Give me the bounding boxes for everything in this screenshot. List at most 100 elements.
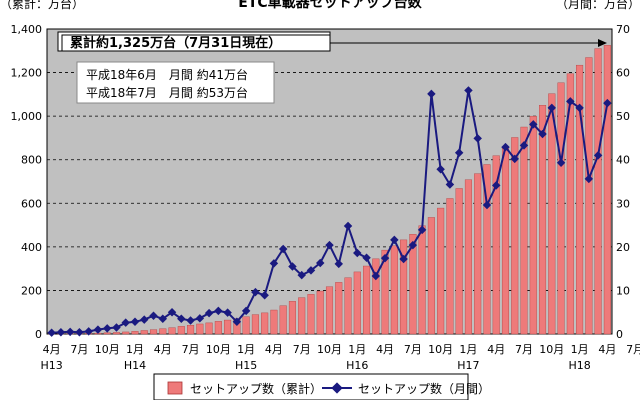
left-axis-unit: （累計：万台）	[0, 0, 84, 11]
point-monthly	[445, 180, 455, 189]
point-monthly	[371, 271, 381, 281]
right-tick-label: 40	[616, 154, 630, 167]
bar-cumulative	[344, 277, 352, 335]
point-monthly	[251, 287, 260, 297]
legend-label-monthly: セットアップ数（月間）	[358, 381, 490, 396]
annotation-arrow	[330, 39, 607, 47]
bar-cumulative	[224, 319, 232, 335]
bar-cumulative	[325, 286, 334, 335]
x-month-label: 4月	[154, 343, 172, 356]
legend-marker-monthly	[331, 382, 343, 394]
right-tick-label: 30	[616, 197, 630, 210]
bar-cumulative	[288, 301, 296, 335]
bar-cumulative	[594, 48, 602, 335]
point-monthly	[75, 328, 84, 337]
point-monthly	[214, 306, 223, 316]
point-monthly	[399, 254, 408, 264]
x-year-label: H16	[346, 359, 368, 372]
point-monthly	[306, 266, 316, 275]
point-monthly	[482, 200, 492, 210]
bar-cumulative	[474, 173, 482, 335]
point-monthly	[84, 327, 93, 336]
left-tick-label: 200	[21, 284, 42, 297]
bar-cumulative	[205, 322, 213, 335]
right-tick-label: 70	[616, 23, 630, 36]
bar-cumulative	[307, 294, 315, 335]
point-monthly	[167, 307, 177, 317]
x-year-label: H15	[235, 359, 257, 372]
bar-cumulative	[131, 331, 139, 335]
point-monthly	[93, 325, 103, 334]
bar-cumulative	[603, 45, 611, 335]
point-monthly	[454, 148, 464, 157]
point-monthly	[473, 134, 482, 143]
bar-cumulative	[418, 225, 426, 335]
bar-cumulative	[409, 234, 417, 335]
right-tick-label: 20	[616, 241, 630, 254]
bar-cumulative	[492, 155, 500, 335]
bar-cumulative	[214, 321, 222, 335]
x-month-label: 4月	[487, 343, 505, 356]
bar-cumulative	[585, 57, 593, 335]
bar-cumulative	[437, 207, 445, 335]
point-monthly	[241, 306, 251, 316]
right-tick-label: 60	[616, 67, 630, 80]
left-tick-label: 0	[35, 328, 42, 341]
legend: セットアップ数（累計） セットアップ数（月間）	[153, 373, 490, 400]
point-monthly	[325, 240, 334, 250]
x-month-label: 4月	[598, 343, 616, 356]
bar-cumulative	[122, 331, 130, 335]
point-monthly	[121, 318, 130, 327]
x-year-label: H13	[40, 359, 62, 372]
left-tick-label: 1,000	[11, 110, 43, 123]
annotation-main: 累計約1,325万台（7月31日現在）	[70, 35, 281, 51]
point-monthly	[380, 253, 390, 263]
bar-cumulative	[427, 217, 435, 335]
point-monthly	[362, 253, 371, 262]
x-month-label: 4月	[43, 343, 61, 356]
bar-cumulative	[353, 271, 361, 335]
chart-title: ETC車載器セットアップ台数	[238, 0, 422, 11]
x-month-label: 1月	[571, 343, 589, 356]
point-monthly	[232, 317, 242, 327]
bar-cumulative	[187, 325, 195, 335]
point-monthly	[56, 328, 66, 337]
x-year-label: H17	[457, 359, 479, 372]
x-month-label: 1月	[348, 343, 366, 356]
x-month-label: 10月	[206, 343, 231, 356]
point-monthly	[417, 225, 427, 235]
annotation-line-1: 平成18年6月 月間 約41万台	[86, 67, 248, 82]
left-tick-label: 800	[21, 154, 42, 167]
point-monthly	[315, 258, 325, 268]
left-tick-label: 1,400	[11, 23, 43, 36]
bar-cumulative	[335, 282, 343, 335]
point-monthly	[501, 142, 510, 152]
point-monthly	[204, 308, 214, 318]
point-monthly	[390, 235, 399, 245]
bar-cumulative	[140, 330, 148, 335]
bar-cumulative	[261, 312, 269, 335]
point-monthly	[130, 317, 140, 327]
x-month-label: 7月	[515, 343, 533, 356]
point-monthly	[102, 324, 112, 333]
left-tick-label: 600	[21, 197, 42, 210]
bar-cumulative	[446, 198, 454, 335]
point-monthly	[334, 259, 344, 269]
bar-cumulative	[159, 328, 167, 335]
bar-cumulative	[548, 93, 556, 335]
bar-cumulative	[372, 258, 380, 335]
point-monthly	[223, 308, 232, 317]
bar-cumulative	[270, 309, 278, 335]
bar-cumulative	[400, 239, 408, 335]
point-monthly	[269, 259, 279, 268]
right-tick-label: 0	[616, 328, 623, 341]
bar-cumulative	[251, 314, 259, 335]
bar-cumulative	[242, 316, 250, 335]
x-month-label: 1月	[237, 343, 255, 356]
bar-cumulative	[576, 64, 584, 335]
x-month-label: 7月	[404, 343, 422, 356]
x-month-label: 7月	[293, 343, 311, 356]
bar-cumulative	[316, 290, 324, 335]
left-tick-label: 1,200	[11, 67, 43, 80]
